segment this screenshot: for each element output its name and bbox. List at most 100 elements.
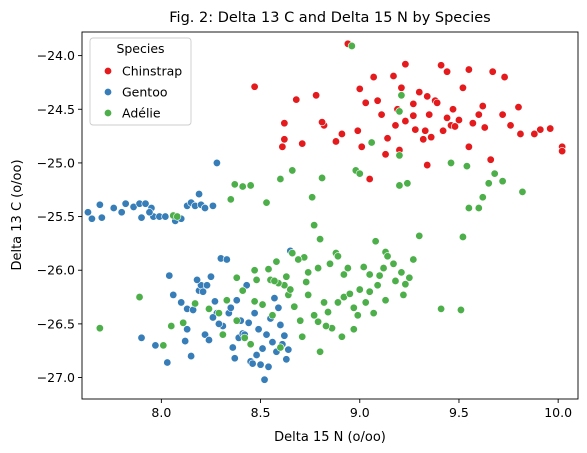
point-chinstrap-21 (377, 110, 386, 119)
point-gentoo-38 (206, 272, 215, 281)
point-adlie-35 (379, 264, 388, 273)
point-adlie-95 (298, 332, 307, 341)
point-gentoo-43 (222, 255, 231, 264)
point-chinstrap-59 (280, 135, 289, 144)
point-chinstrap-46 (298, 139, 307, 148)
point-adlie-92 (258, 300, 267, 309)
legend-title: Species (116, 41, 164, 56)
point-adlie-5 (447, 158, 456, 167)
point-chinstrap-58 (250, 82, 259, 91)
legend-label-gentoo: Gentoo (122, 85, 168, 100)
point-adlie-17 (490, 169, 499, 178)
point-adlie-63 (349, 303, 358, 312)
point-gentoo-79 (274, 303, 283, 312)
point-gentoo-10 (137, 213, 146, 222)
point-adlie-19 (484, 179, 493, 188)
point-adlie-107 (286, 285, 295, 294)
point-chinstrap-37 (353, 126, 362, 135)
point-adlie-76 (296, 316, 305, 325)
point-gentoo-9 (141, 199, 150, 208)
point-adlie-66 (365, 287, 374, 296)
point-adlie-100 (135, 293, 144, 302)
point-adlie-11 (276, 175, 285, 184)
point-chinstrap-1 (401, 60, 410, 69)
point-gentoo-72 (183, 325, 192, 334)
point-chinstrap-44 (419, 135, 428, 144)
point-adlie-44 (343, 264, 352, 273)
point-adlie-65 (361, 298, 370, 307)
point-chinstrap-3 (369, 73, 378, 82)
point-adlie-48 (391, 276, 400, 285)
point-gentoo-59 (264, 362, 273, 371)
point-adlie-3 (367, 138, 376, 147)
legend: Species Chinstrap Gentoo Adélie (89, 37, 192, 126)
point-gentoo-61 (268, 338, 277, 347)
point-chinstrap-40 (536, 125, 545, 134)
point-chinstrap-50 (427, 133, 436, 142)
point-adlie-0 (347, 41, 356, 50)
x-tick-label-4: 10.0 (544, 405, 572, 420)
point-adlie-78 (314, 317, 323, 326)
point-adlie-98 (159, 341, 168, 350)
x-tick-label-1: 8.5 (251, 405, 271, 420)
point-adlie-42 (316, 235, 325, 244)
point-chinstrap-10 (355, 84, 364, 93)
point-gentoo-14 (161, 212, 170, 221)
y-tick-label-0: −24.0 (37, 48, 75, 63)
point-chinstrap-67 (449, 105, 458, 114)
point-adlie-105 (238, 286, 247, 295)
point-gentoo-46 (232, 296, 241, 305)
point-gentoo-27 (163, 358, 172, 367)
point-chinstrap-39 (516, 129, 525, 138)
point-adlie-112 (405, 273, 414, 282)
point-gentoo-50 (242, 281, 251, 290)
point-chinstrap-5 (443, 67, 452, 76)
point-gentoo-62 (270, 294, 279, 303)
point-adlie-52 (314, 264, 323, 273)
point-gentoo-81 (230, 354, 239, 363)
point-chinstrap-19 (478, 102, 487, 111)
point-gentoo-0 (83, 208, 92, 217)
point-adlie-34 (383, 252, 392, 261)
point-adlie-21 (464, 203, 473, 212)
legend-label-adlie: Adélie (122, 106, 161, 121)
point-chinstrap-22 (409, 111, 418, 120)
point-chinstrap-24 (401, 117, 410, 126)
point-chinstrap-30 (443, 113, 452, 122)
point-gentoo-54 (252, 350, 261, 359)
point-chinstrap-57 (365, 175, 374, 184)
y-tick-label-4: −26.0 (37, 263, 75, 278)
point-gentoo-31 (177, 298, 186, 307)
point-gentoo-39 (210, 297, 219, 306)
point-adlie-68 (399, 290, 408, 299)
point-chinstrap-64 (409, 99, 418, 108)
y-tick-label-3: −25.5 (37, 209, 75, 224)
point-gentoo-6 (121, 199, 130, 208)
point-adlie-23 (474, 203, 483, 212)
point-adlie-20 (478, 193, 487, 202)
plot-frame (81, 31, 579, 400)
point-chinstrap-8 (500, 73, 509, 82)
point-adlie-80 (337, 332, 346, 341)
point-adlie-64 (353, 311, 362, 320)
point-adlie-58 (324, 308, 333, 317)
point-adlie-29 (173, 212, 182, 221)
point-chinstrap-29 (454, 115, 463, 124)
point-chinstrap-63 (474, 110, 483, 119)
point-gentoo-26 (165, 271, 174, 280)
point-chinstrap-38 (391, 121, 400, 130)
point-chinstrap-53 (464, 142, 473, 151)
point-adlie-79 (322, 322, 331, 331)
point-chinstrap-33 (421, 126, 430, 135)
point-chinstrap-16 (292, 95, 301, 104)
point-gentoo-5 (117, 208, 126, 217)
point-gentoo-67 (284, 345, 293, 354)
point-chinstrap-47 (278, 142, 287, 151)
legend-marker-gentoo (104, 88, 113, 97)
point-gentoo-51 (244, 318, 253, 327)
point-adlie-56 (304, 290, 313, 299)
point-adlie-109 (339, 270, 348, 279)
point-gentoo-22 (208, 201, 217, 210)
point-chinstrap-43 (383, 134, 392, 143)
point-gentoo-57 (258, 344, 267, 353)
